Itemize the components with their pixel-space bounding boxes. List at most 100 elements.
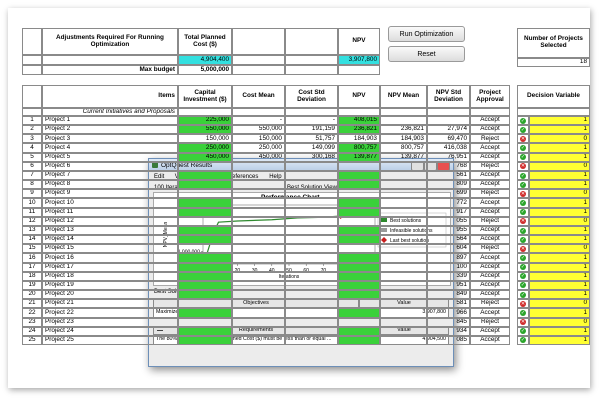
table-cell: Accept: [470, 335, 510, 345]
decision-icon: ✕: [520, 135, 526, 142]
decision-icon: ✓: [520, 154, 526, 161]
decision-icon: ✕: [520, 319, 526, 326]
empty-cell: [178, 308, 232, 318]
button[interactable]: Run Optimization: [388, 26, 465, 42]
table-cell: Accept: [470, 116, 510, 126]
top-cell: 4,904,400: [178, 55, 232, 65]
empty-cell: [285, 317, 338, 327]
table-cell: 550,000: [232, 125, 285, 135]
empty-cell: [232, 244, 285, 254]
decision-value: 1: [529, 290, 590, 300]
empty-cell: [380, 308, 427, 318]
table-cell: Project 24: [42, 326, 178, 336]
top-cell: Adjustments Required For Running Optimiz…: [42, 28, 178, 55]
table-cell: Project 15: [42, 244, 178, 254]
table-cell: 12: [22, 216, 42, 226]
table-cell: 917: [427, 207, 470, 217]
menu-item[interactable]: Help: [269, 174, 282, 180]
table-cell: 897: [427, 253, 470, 263]
empty-cell: [380, 317, 427, 327]
empty-cell: [338, 262, 380, 272]
decision-value: 1: [529, 143, 590, 153]
decision-icon: ✓: [520, 236, 526, 243]
empty-cell: [285, 262, 338, 272]
column-header: Cost Std Deviation: [285, 85, 338, 108]
table-cell: 150,000: [232, 134, 285, 144]
empty-cell: [178, 235, 232, 245]
table-cell: 10: [22, 198, 42, 208]
empty-cell: [178, 180, 232, 190]
empty-cell: [232, 55, 285, 65]
column-header: Items: [42, 85, 178, 108]
table-cell: 800,757: [380, 143, 427, 153]
empty-cell: [380, 189, 427, 199]
decision-header: Decision Variable: [517, 85, 590, 108]
empty-cell: [338, 198, 380, 208]
table-cell: Accept: [470, 253, 510, 263]
table-cell: Project 20: [42, 290, 178, 300]
legend-label: Best solutions: [390, 218, 422, 224]
decision-value: 0: [529, 189, 590, 199]
table-cell: 236,821: [338, 125, 380, 135]
table-cell: 408,015: [338, 116, 380, 126]
decision-icon: ✕: [520, 245, 526, 252]
empty-cell: [232, 262, 285, 272]
empty-cell: [285, 189, 338, 199]
table-cell: 581: [427, 299, 470, 309]
decision-icon-cell: [517, 216, 529, 226]
x-axis-label: Iterations: [279, 274, 300, 280]
collapse-icon: [157, 330, 163, 331]
empty-cell: [338, 161, 380, 171]
table-cell: 450,000: [232, 152, 285, 162]
table-cell: Accept: [470, 198, 510, 208]
empty-cell: [178, 299, 232, 309]
table-cell: 6: [22, 161, 42, 171]
empty-cell: [380, 326, 427, 336]
legend-label: Last best solution: [390, 238, 429, 244]
empty-cell: [338, 308, 380, 318]
table-cell: 9: [22, 189, 42, 199]
table-cell: 8: [22, 180, 42, 190]
top-cell: NPV: [338, 28, 380, 55]
table-cell: Project 5: [42, 152, 178, 162]
table-cell: Project 4: [42, 143, 178, 153]
table-cell: 4: [22, 143, 42, 153]
table-cell: 416,038: [427, 143, 470, 153]
empty-cell: [338, 225, 380, 236]
table-cell: 14: [22, 235, 42, 245]
empty-cell: [338, 280, 380, 291]
best-solution-label: Best Solution:: [154, 289, 192, 295]
column-header: Cost Mean: [232, 85, 285, 108]
menu-item[interactable]: Edit: [154, 174, 165, 180]
empty-cell: [285, 108, 338, 116]
table-cell: Reject: [470, 189, 510, 199]
empty-cell: [338, 335, 380, 345]
table-cell: Accept: [470, 143, 510, 153]
decision-icon: ✓: [520, 227, 526, 234]
decision-icon-cell: [517, 317, 529, 327]
empty-cell: [232, 335, 285, 345]
decision-icon: ✕: [520, 190, 526, 197]
decision-value: 1: [529, 262, 590, 272]
table-cell: Reject: [470, 216, 510, 226]
empty-cell: [178, 280, 232, 291]
empty-cell: [22, 55, 42, 65]
decision-icon-cell: [517, 198, 529, 208]
table-cell: Project 8: [42, 180, 178, 190]
empty-cell: [178, 326, 232, 336]
empty-cell: [232, 161, 285, 171]
decision-icon: ✓: [520, 200, 526, 207]
table-cell: Accept: [470, 308, 510, 318]
button[interactable]: Reset: [388, 46, 465, 62]
menu-item[interactable]: Preferences: [226, 174, 259, 180]
empty-cell: [285, 216, 338, 226]
empty-cell: [380, 207, 427, 217]
empty-cell: [285, 326, 338, 336]
projects-selected-label: Number of Projects Selected: [517, 28, 590, 58]
empty-cell: [285, 271, 338, 281]
decision-icon-cell: [517, 326, 529, 336]
decision-icon-cell: [517, 290, 529, 300]
empty-cell: [285, 180, 338, 190]
dialog-title: OptQuest Results: [161, 161, 213, 169]
